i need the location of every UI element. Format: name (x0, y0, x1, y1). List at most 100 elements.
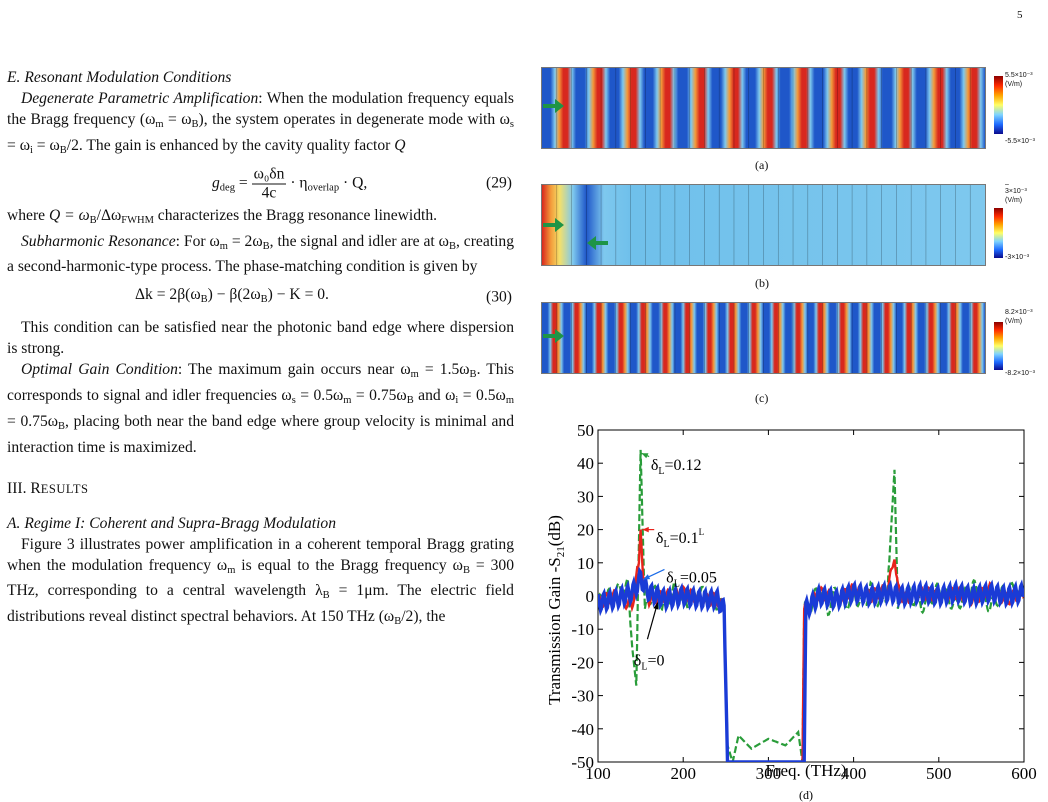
sub: i (455, 395, 459, 407)
colorbar-b (994, 208, 1003, 258)
y-tick-label: 20 (577, 521, 594, 540)
p2-a: where (7, 206, 49, 224)
p5-h: = 0.75ω (7, 412, 59, 430)
eq29-mid: · η (286, 174, 308, 192)
colorbar-b-unit: (V/m) (1005, 197, 1023, 204)
eq30-number: (30) (486, 288, 512, 306)
annotation-01-arrowhead (642, 526, 649, 533)
y-tick-label: 50 (577, 422, 594, 440)
series-line-l01 (598, 529, 1024, 762)
field-map-c (542, 303, 985, 373)
annotation-0-sub: L (641, 662, 647, 673)
annotation-005-sub: L (674, 579, 680, 590)
p3-d: , creating a second-harmonic-type proces… (7, 232, 515, 276)
sub: B (448, 240, 456, 252)
field-pattern-a (542, 68, 985, 148)
p5-e: = 0.75ω (351, 387, 407, 405)
sub: B (260, 294, 268, 306)
paragraph-band-edge: This condition can be satisfied near the… (7, 319, 514, 358)
x-tick-label: 400 (841, 764, 867, 783)
sub: i (29, 144, 33, 156)
eq29-numerator: ω₀δn (251, 165, 287, 185)
paragraph-q-definition: where Q = ωB/ΔωFWHM characterizes the Br… (7, 206, 514, 232)
annotation-01-tail: L (699, 527, 705, 537)
annotation-01-sub: L (663, 539, 669, 550)
paragraph-optimal-gain: Optimal Gain Condition: The maximum gain… (7, 360, 514, 459)
field-panel-b (541, 184, 986, 266)
p5-a: : The maximum gain occurs near ω (177, 361, 411, 379)
x-axis-label: Freq. (THz) (765, 761, 846, 780)
sub: m (227, 564, 236, 576)
annotation-0-value: =0 (647, 653, 664, 670)
paragraph-subharmonic: Subharmonic Resonance: For ωm = 2ωB, the… (7, 232, 514, 279)
annotation-0-arrowhead (653, 602, 659, 610)
p5-i: , placing both near the band edge where … (7, 412, 514, 456)
field-map-a (542, 68, 985, 148)
sub: B (406, 395, 414, 407)
equation-30: Δk = 2β(ωB) − β(2ωB) − K = 0. (30) (7, 278, 514, 318)
panel-d-label: (d) (799, 788, 813, 802)
y-tick-label: -50 (571, 753, 594, 772)
annotation-01-delta: δ (656, 530, 664, 547)
eq29-lhs: g (212, 174, 220, 192)
p6-b: is equal to the Bragg frequency ω (235, 556, 463, 574)
y-axis-label-text: Transmission Gain -S (545, 557, 564, 705)
paragraph-degenerate: Degenerate Parametric Amplification: Whe… (7, 89, 514, 156)
section-a-title: A. Regime I: Coherent and Supra-Bragg Mo… (7, 514, 337, 532)
sub: B (191, 118, 199, 130)
y-axis-label-unit: (dB) (545, 515, 564, 546)
eq29-mid-sub: overlap (307, 182, 340, 194)
annotation-012-delta: δ (651, 457, 659, 474)
eq29-denominator: 4c (261, 184, 277, 202)
colorbar-c-top: 8.2×10⁻³ (1005, 309, 1033, 316)
y-tick-label: -20 (571, 653, 594, 672)
eq29-number: (29) (486, 174, 512, 192)
p3-c: , the signal and idler are at ω (269, 232, 449, 250)
p5-c: . This corresponds to signal and idler f… (7, 361, 514, 405)
colorbar-c-bottom: -8.2×10⁻³ (1005, 370, 1035, 377)
p1-tail: /2. The gain is enhanced by the cavity q… (66, 136, 395, 154)
sub: m (343, 395, 352, 407)
sub: B (58, 420, 66, 432)
sub: m (155, 118, 164, 130)
page-number: 5 (1017, 9, 1023, 21)
equation-29: gdeg = ω₀δn 4c · ηoverlap · Q, (29) (7, 162, 514, 206)
colorbar-c (994, 322, 1003, 370)
arrow-right-icon (543, 99, 564, 113)
p6-c: = 300 THz, corresponding to a central wa… (7, 556, 514, 600)
eq29-tail: · Q, (339, 174, 368, 192)
sub: B (469, 369, 477, 381)
p3-b: = 2ω (227, 232, 263, 250)
arrow-left-icon (587, 236, 608, 250)
colorbar-b-bottom: -3×10⁻³ (1005, 254, 1030, 261)
arrow-right-icon (543, 329, 564, 343)
p3-a: : For ω (175, 232, 220, 250)
eq29-lhs-sub: deg (219, 182, 235, 194)
colorbar-b-top: 3×10⁻³ (1005, 188, 1027, 195)
section-e-title: E. Resonant Modulation Conditions (7, 69, 232, 86)
paragraph-figure3: Figure 3 illustrates power amplification… (7, 535, 514, 634)
section-3-title: III. RESULTS (7, 479, 514, 500)
y-axis-label-sub: 21 (555, 546, 567, 557)
eq29-fraction: ω₀δn 4c (251, 165, 287, 202)
annotation-01: δL=0.1L (656, 527, 704, 550)
p1-title: Degenerate Parametric Amplification (21, 89, 259, 107)
annotation-012-arrowhead (641, 453, 649, 459)
p5-g: = 0.5ω (458, 387, 506, 405)
section-3-rest: ESULTS (40, 481, 89, 496)
x-tick-label: 500 (926, 764, 952, 783)
colorbar-a-bottom: -5.5×10⁻³ (1005, 138, 1035, 145)
field-pattern-b (542, 185, 985, 265)
arrow-right-icon (543, 218, 564, 232)
colorbar-b-top-mark: – (1005, 181, 1009, 188)
annotation-012-value: =0.12 (664, 457, 701, 474)
sub: FWHM (121, 214, 154, 226)
sub: m (219, 240, 228, 252)
annotation-005-delta: δ (666, 570, 674, 587)
panel-b-label: (b) (755, 276, 769, 290)
field-panel-c (541, 302, 986, 374)
x-tick-label: 100 (585, 764, 611, 783)
sub: B (322, 590, 330, 602)
colorbar-a-unit: (V/m) (1005, 81, 1023, 88)
colorbar-a (994, 76, 1003, 134)
